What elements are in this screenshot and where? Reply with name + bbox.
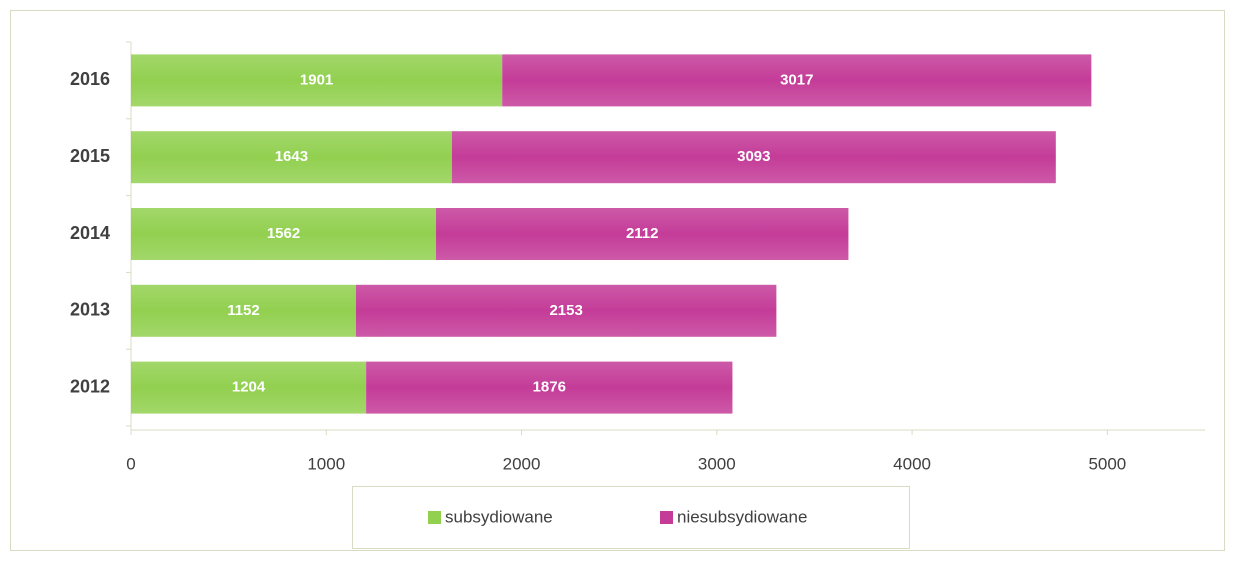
- legend-label: subsydiowane: [445, 507, 553, 526]
- x-tick-label: 0: [126, 454, 135, 473]
- data-label: 1204: [232, 379, 266, 396]
- legend-swatch: [428, 511, 441, 524]
- bar-segment: [502, 54, 1092, 107]
- data-label: 3093: [737, 148, 770, 165]
- bar-segment: [131, 208, 437, 260]
- bar-segment: [355, 284, 777, 337]
- data-label: 1643: [275, 148, 308, 165]
- x-tick-label: 3000: [698, 454, 736, 473]
- data-label: 2112: [626, 225, 659, 242]
- data-label: 1562: [267, 225, 300, 242]
- bar-segment: [366, 361, 733, 414]
- data-label: 1152: [227, 302, 260, 319]
- data-label: 1876: [533, 379, 566, 396]
- data-label: 3017: [780, 71, 813, 88]
- bar-segment: [436, 208, 849, 260]
- y-tick-label: 2012: [70, 376, 110, 396]
- x-tick-label: 5000: [1088, 454, 1126, 473]
- bar-segment: [451, 131, 1056, 184]
- y-tick-label: 2014: [70, 223, 110, 243]
- legend-box: [352, 486, 910, 549]
- y-tick-label: 2013: [70, 300, 110, 320]
- x-tick-label: 1000: [307, 454, 345, 473]
- bar-segment: [131, 361, 367, 414]
- data-label: 2153: [549, 302, 582, 319]
- bar-segment: [131, 284, 356, 337]
- legend-label: niesubsydiowane: [677, 507, 807, 526]
- x-tick-label: 4000: [893, 454, 931, 473]
- bar-segment: [131, 54, 503, 107]
- y-tick-label: 2016: [70, 69, 110, 89]
- y-tick-label: 2015: [70, 146, 110, 166]
- legend-swatch: [660, 511, 673, 524]
- x-tick-label: 2000: [503, 454, 541, 473]
- data-label: 1901: [300, 71, 333, 88]
- bar-segment: [131, 131, 452, 184]
